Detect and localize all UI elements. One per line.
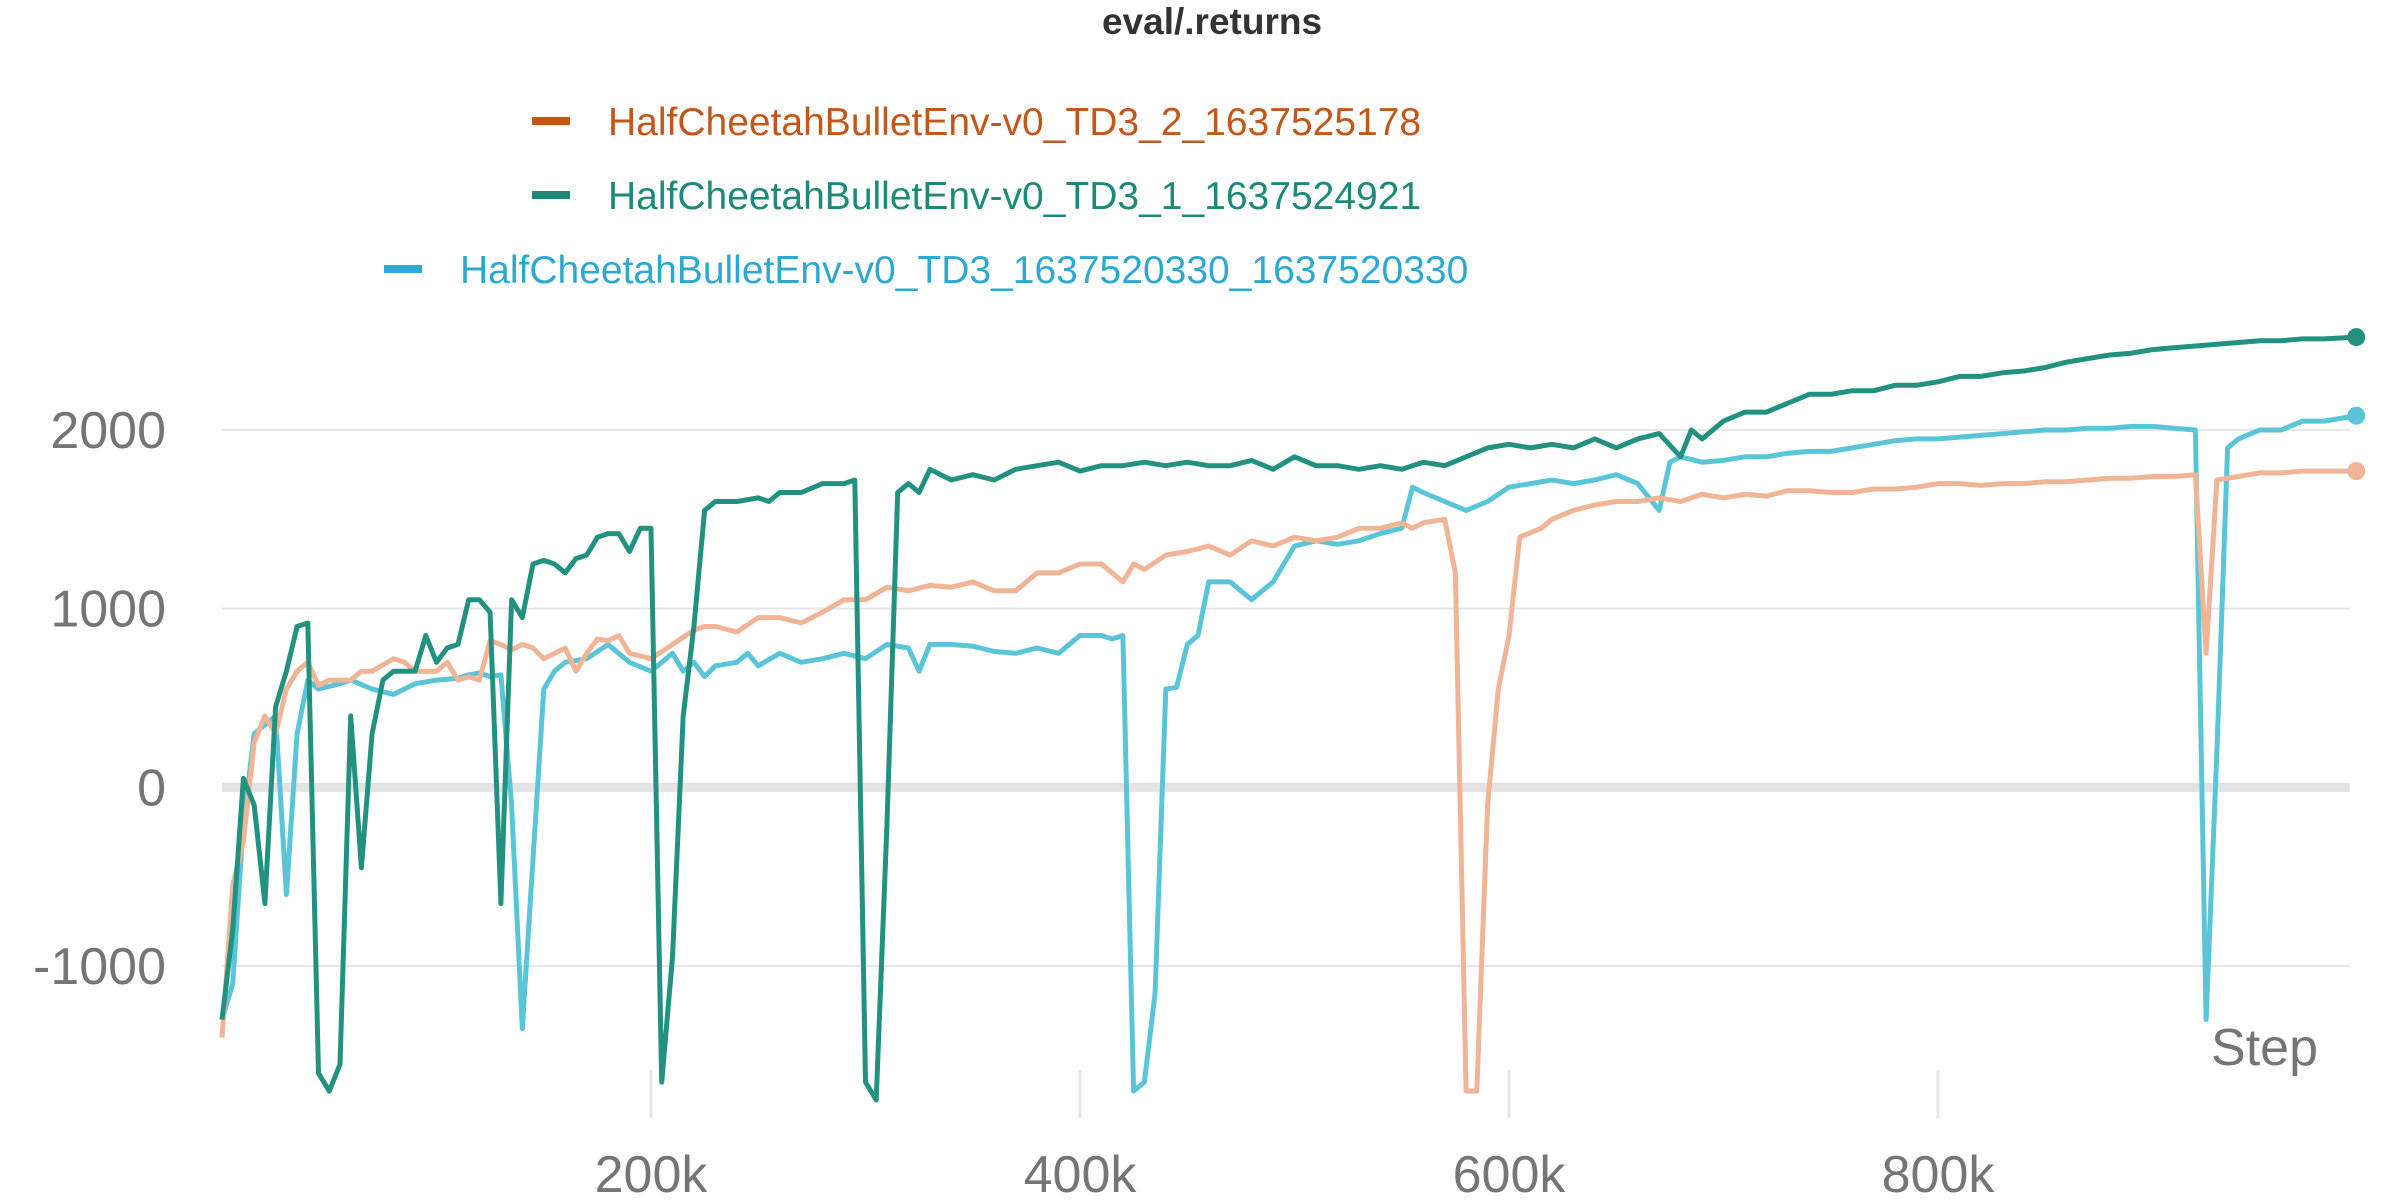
x-axis-label: Step <box>2211 1019 2318 1077</box>
chart-legend: HalfCheetahBulletEnv-v0_TD3_2_1637525178… <box>384 101 1468 292</box>
y-tick-label: 1000 <box>50 581 166 639</box>
series-line <box>219 468 2357 1094</box>
x-tick-label: 200k <box>595 1146 709 1200</box>
y-axis-ticks: 2000 1000 0 -1000 <box>33 402 166 996</box>
gridlines <box>222 429 2350 967</box>
legend-entry: HalfCheetahBulletEnv-v0_TD3_2_1637525178 <box>608 101 1421 144</box>
legend-entry: HalfCheetahBulletEnv-v0_TD3_1637520330_1… <box>460 249 1468 292</box>
x-tick-label: 800k <box>1882 1146 1996 1200</box>
series-end-point <box>2347 328 2366 347</box>
y-tick-label: 0 <box>137 759 166 817</box>
x-axis-ticks: 200k 400k 600k 800k <box>595 1070 1996 1200</box>
x-tick-label: 400k <box>1024 1146 1138 1200</box>
series-lines <box>219 328 2366 1103</box>
chart-title: eval/.returns <box>1102 1 1322 42</box>
y-tick-label: -1000 <box>33 938 166 996</box>
legend-entry: HalfCheetahBulletEnv-v0_TD3_1_1637524921 <box>608 175 1421 218</box>
x-tick-label: 600k <box>1453 1146 1567 1200</box>
series-end-point <box>2347 462 2366 481</box>
series-end-point <box>2347 406 2366 425</box>
series-line <box>219 334 2357 1103</box>
series-line <box>219 413 2357 1094</box>
y-tick-label: 2000 <box>50 402 166 460</box>
